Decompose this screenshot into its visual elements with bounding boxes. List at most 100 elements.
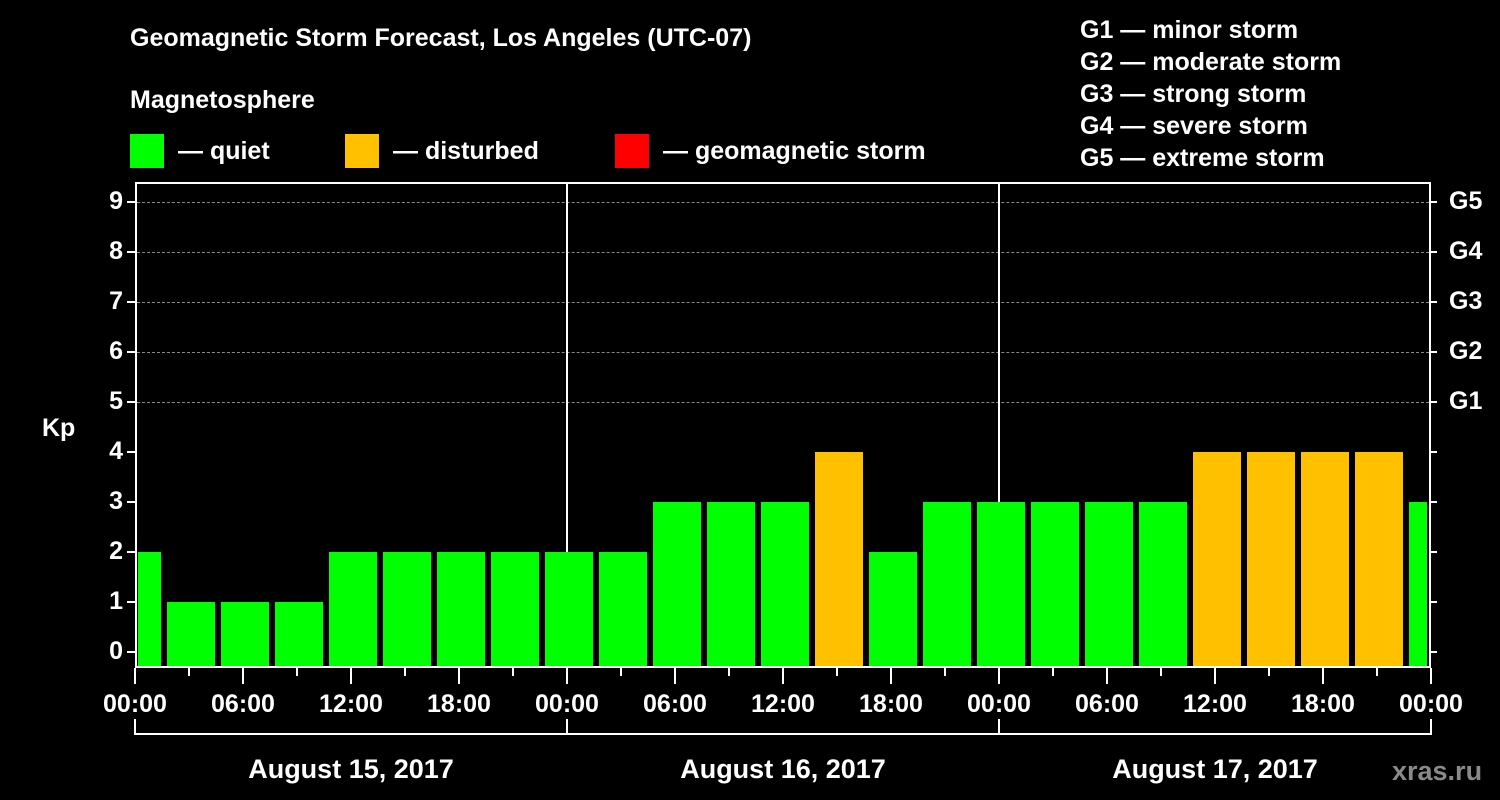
x-tick [404,668,406,676]
x-tick [1322,668,1324,684]
day-bracket-tick [134,719,136,735]
y-tick-label: 8 [109,237,123,265]
x-tick [296,668,298,676]
g-tick-label: G3 [1449,287,1483,315]
x-tick [674,668,676,684]
g1-label: G1 — minor storm [1080,16,1299,44]
kp-bar [275,602,323,666]
kp-bar [383,552,431,666]
y-tick-label: 4 [109,437,123,465]
x-tick [242,668,244,684]
gridline [137,202,1429,203]
x-tick [188,668,190,676]
day-label: August 17, 2017 [1112,754,1318,784]
x-tick [458,668,460,684]
y-tick-label: 0 [109,637,123,665]
x-tick [134,668,136,684]
chart-subtitle: Magnetosphere [130,86,315,114]
y-tick-right [1429,651,1437,653]
kp-bar [1355,452,1403,666]
x-tick-label: 06:00 [211,690,275,718]
day-divider [566,184,568,666]
x-tick [1430,668,1432,684]
x-tick [1052,668,1054,676]
x-tick-label: 18:00 [1291,690,1355,718]
plot-area [135,182,1431,668]
x-tick-label: 12:00 [1183,690,1247,718]
g4-label: G4 — severe storm [1080,112,1308,140]
y-tick-right [1429,351,1437,353]
day-label: August 15, 2017 [248,754,454,784]
x-tick [782,668,784,684]
g5-label: G5 — extreme storm [1080,144,1325,172]
kp-bar [138,552,161,666]
kp-bar [491,552,539,666]
x-tick-label: 00:00 [535,690,599,718]
kp-bar [761,502,809,666]
watermark: xras.ru [1392,756,1483,786]
kp-bar [1031,502,1079,666]
y-tick-right [1429,501,1437,503]
g3-label: G3 — strong storm [1080,80,1307,108]
g-tick-label: G4 [1449,237,1483,265]
x-tick-label: 12:00 [319,690,383,718]
chart-title: Geomagnetic Storm Forecast, Los Angeles … [130,24,752,52]
day-divider [998,184,1000,666]
storm-swatch-icon [615,134,649,168]
kp-bar [653,502,701,666]
kp-bar [599,552,647,666]
x-tick [1376,668,1378,676]
day-bracket [135,733,1431,735]
y-tick-label: 7 [109,287,123,315]
x-tick [350,668,352,684]
g-tick-label: G5 [1449,187,1483,215]
kp-bar [329,552,377,666]
y-tick [127,551,135,553]
legend-disturbed: — disturbed [345,134,539,168]
x-tick-label: 00:00 [103,690,167,718]
day-bracket-tick [998,719,1000,735]
x-tick-label: 06:00 [643,690,707,718]
legend-disturbed-label: — disturbed [393,136,539,165]
day-label: August 16, 2017 [680,754,886,784]
x-tick [890,668,892,684]
legend-storm-label: — geomagnetic storm [663,136,926,165]
gridline [137,352,1429,353]
legend-storm: — geomagnetic storm [615,134,926,168]
legend-quiet-label: — quiet [178,136,270,165]
day-bracket-tick [1430,719,1432,735]
day-bracket-tick [566,719,568,735]
y-tick-label: 1 [109,587,123,615]
gridline [137,302,1429,303]
y-tick [127,401,135,403]
g-tick-label: G1 [1449,387,1483,415]
g-scale-legend: G1 — minor storm G2 — moderate storm G3 … [1080,14,1341,174]
y-tick [127,201,135,203]
disturbed-swatch-icon [345,134,379,168]
y-tick [127,301,135,303]
y-axis-label: Kp [42,414,76,442]
kp-bar [167,602,215,666]
x-tick [620,668,622,676]
x-tick-label: 06:00 [1075,690,1139,718]
kp-bar [977,502,1025,666]
y-tick-label: 9 [109,187,123,215]
x-tick [566,668,568,684]
x-tick [1268,668,1270,676]
y-tick-right [1429,401,1437,403]
kp-bar [1193,452,1241,666]
y-tick-right [1429,451,1437,453]
g2-label: G2 — moderate storm [1080,48,1342,76]
x-tick-label: 00:00 [1399,690,1463,718]
x-tick-label: 18:00 [427,690,491,718]
x-tick [836,668,838,676]
x-tick [1160,668,1162,676]
y-tick-right [1429,301,1437,303]
kp-bar [221,602,269,666]
kp-bar [869,552,917,666]
y-tick-label: 5 [109,387,123,415]
legend-quiet: — quiet [130,134,270,168]
y-tick [127,351,135,353]
kp-bar [1085,502,1133,666]
y-tick-right [1429,601,1437,603]
